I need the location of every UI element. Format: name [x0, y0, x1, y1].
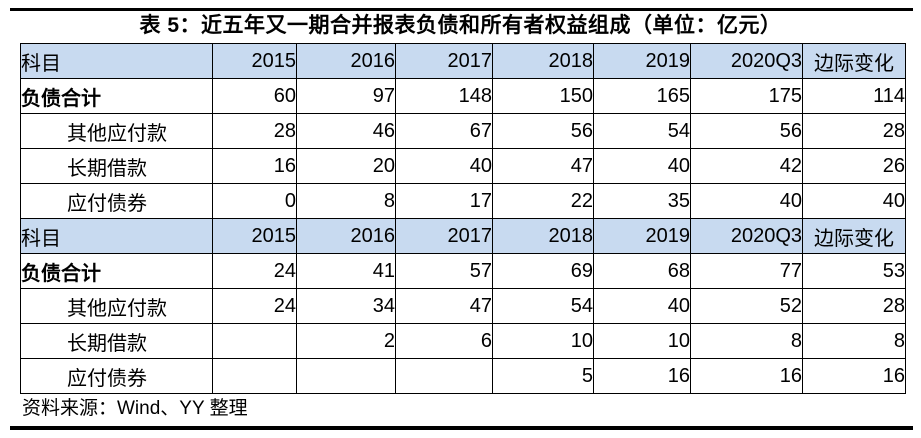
cell-2018: 150: [492, 78, 594, 114]
cell-marginal: 8: [802, 323, 906, 359]
row-label: 负债合计: [20, 253, 213, 289]
table-row-long-term-loans: 长期借款 16 20 40 47 40 42 26: [20, 148, 906, 184]
cell-2020q3: 56: [690, 113, 803, 149]
column-header-2019: 2019: [593, 43, 691, 79]
cell-2017: 17: [395, 183, 493, 219]
column-header-2017: 2017: [395, 43, 493, 79]
cell-2018: 56: [492, 113, 594, 149]
column-header-2016: 2016: [296, 218, 396, 254]
cell-2019: 40: [593, 148, 691, 184]
table-row-total-liabilities: 负债合计 60 97 148 150 165 175 114: [20, 78, 906, 114]
cell-2017: 67: [395, 113, 493, 149]
table-row-total-liabilities: 负债合计 24 41 57 69 68 77 53: [20, 253, 906, 289]
row-label: 长期借款: [20, 323, 213, 359]
cell-2016: 2: [296, 323, 396, 359]
cell-2019: 68: [593, 253, 691, 289]
cell-2017: [395, 358, 493, 394]
row-label: 应付债券: [20, 358, 213, 394]
cell-2016: 34: [296, 288, 396, 324]
cell-marginal: 40: [802, 183, 906, 219]
liabilities-equity-table: 科目 2015 2016 2017 2018 2019 2020Q3 边际变化 …: [20, 43, 906, 394]
column-header-2018: 2018: [492, 218, 594, 254]
cell-marginal: 16: [802, 358, 906, 394]
column-header-2015: 2015: [212, 43, 297, 79]
column-header-2019: 2019: [593, 218, 691, 254]
cell-2016: 20: [296, 148, 396, 184]
cell-2015: [212, 358, 297, 394]
table-row-long-term-loans: 长期借款 2 6 10 10 8 8: [20, 323, 906, 359]
cell-2019: 40: [593, 288, 691, 324]
cell-2016: 97: [296, 78, 396, 114]
cell-2016: 8: [296, 183, 396, 219]
cell-2015: 16: [212, 148, 297, 184]
cell-marginal: 26: [802, 148, 906, 184]
cell-2020q3: 175: [690, 78, 803, 114]
data-source-note: 资料来源：Wind、YY 整理: [22, 398, 248, 419]
cell-marginal: 114: [802, 78, 906, 114]
cell-2017: 40: [395, 148, 493, 184]
cell-2018: 22: [492, 183, 594, 219]
cell-marginal: 28: [802, 113, 906, 149]
cell-2018: 10: [492, 323, 594, 359]
table-row-bonds-payable: 应付债券 5 16 16 16: [20, 358, 906, 394]
cell-2018: 54: [492, 288, 594, 324]
column-header-2016: 2016: [296, 43, 396, 79]
table-row-bonds-payable: 应付债券 0 8 17 22 35 40 40: [20, 183, 906, 219]
cell-2015: 24: [212, 253, 297, 289]
column-header-2020q3: 2020Q3: [690, 43, 803, 79]
cell-2015: [212, 323, 297, 359]
cell-2016: 41: [296, 253, 396, 289]
cell-2015: 28: [212, 113, 297, 149]
cell-2020q3: 16: [690, 358, 803, 394]
cell-2020q3: 77: [690, 253, 803, 289]
column-header-2015: 2015: [212, 218, 297, 254]
table-row-other-payables: 其他应付款 28 46 67 56 54 56 28: [20, 113, 906, 149]
cell-2017: 148: [395, 78, 493, 114]
column-header-subject: 科目: [20, 43, 213, 79]
cell-2019: 165: [593, 78, 691, 114]
cell-2019: 10: [593, 323, 691, 359]
cell-2020q3: 42: [690, 148, 803, 184]
cell-2016: [296, 358, 396, 394]
cell-2017: 47: [395, 288, 493, 324]
cell-2015: 60: [212, 78, 297, 114]
row-label: 负债合计: [20, 78, 213, 114]
cell-2020q3: 8: [690, 323, 803, 359]
top-divider: [10, 8, 913, 11]
table-header-row-1: 科目 2015 2016 2017 2018 2019 2020Q3 边际变化: [20, 43, 906, 79]
cell-2019: 35: [593, 183, 691, 219]
cell-2017: 6: [395, 323, 493, 359]
cell-2020q3: 52: [690, 288, 803, 324]
column-header-marginal-change: 边际变化: [802, 218, 906, 254]
column-header-subject: 科目: [20, 218, 213, 254]
cell-2015: 0: [212, 183, 297, 219]
cell-2016: 46: [296, 113, 396, 149]
column-header-2020q3: 2020Q3: [690, 218, 803, 254]
cell-2018: 47: [492, 148, 594, 184]
cell-2018: 69: [492, 253, 594, 289]
cell-marginal: 28: [802, 288, 906, 324]
row-label: 应付债券: [20, 183, 213, 219]
column-header-2018: 2018: [492, 43, 594, 79]
bottom-divider: [10, 426, 913, 430]
table-header-row-2: 科目 2015 2016 2017 2018 2019 2020Q3 边际变化: [20, 218, 906, 254]
cell-2019: 54: [593, 113, 691, 149]
cell-marginal: 53: [802, 253, 906, 289]
row-label: 长期借款: [20, 148, 213, 184]
column-header-marginal-change: 边际变化: [802, 43, 906, 79]
column-header-2017: 2017: [395, 218, 493, 254]
cell-2018: 5: [492, 358, 594, 394]
row-label: 其他应付款: [20, 288, 213, 324]
cell-2015: 24: [212, 288, 297, 324]
cell-2020q3: 40: [690, 183, 803, 219]
cell-2019: 16: [593, 358, 691, 394]
table-row-other-payables: 其他应付款 24 34 47 54 40 52 28: [20, 288, 906, 324]
table-title: 表 5：近五年又一期合并报表负债和所有者权益组成（单位：亿元）: [139, 14, 782, 37]
table-body: 科目 2015 2016 2017 2018 2019 2020Q3 边际变化 …: [20, 43, 906, 394]
row-label: 其他应付款: [20, 113, 213, 149]
cell-2017: 57: [395, 253, 493, 289]
